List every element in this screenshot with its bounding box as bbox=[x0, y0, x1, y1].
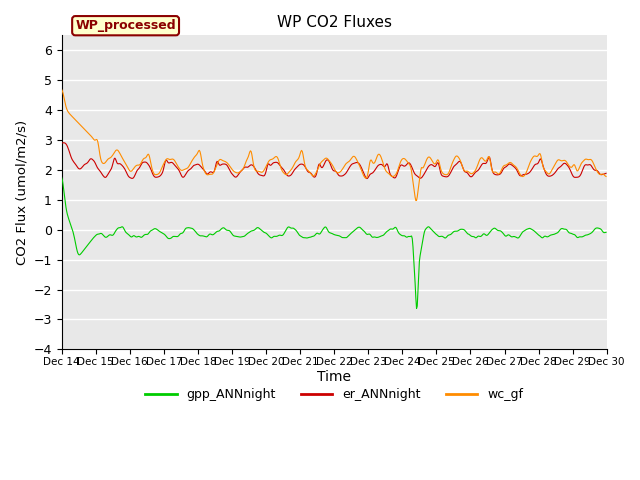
Text: WP_processed: WP_processed bbox=[76, 19, 176, 32]
Title: WP CO2 Fluxes: WP CO2 Fluxes bbox=[276, 15, 392, 30]
Legend: gpp_ANNnight, er_ANNnight, wc_gf: gpp_ANNnight, er_ANNnight, wc_gf bbox=[140, 383, 528, 406]
Y-axis label: CO2 Flux (umol/m2/s): CO2 Flux (umol/m2/s) bbox=[15, 120, 28, 265]
X-axis label: Time: Time bbox=[317, 370, 351, 384]
